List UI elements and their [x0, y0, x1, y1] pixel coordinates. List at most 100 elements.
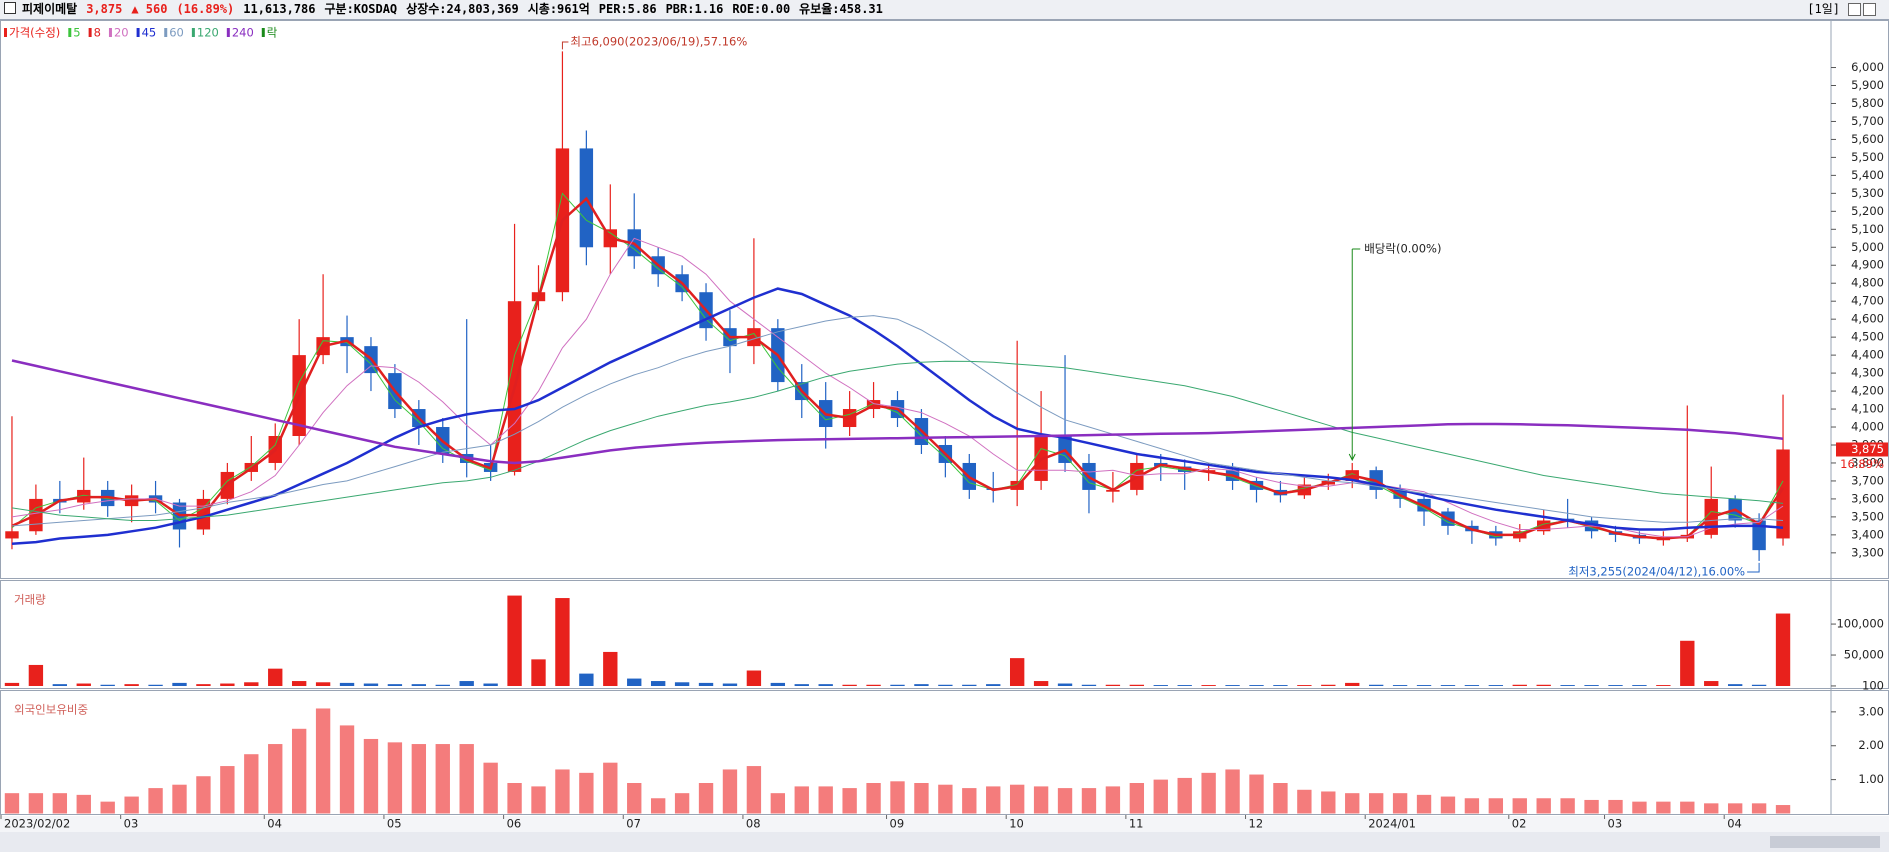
last-price-box: [1836, 442, 1888, 457]
bar: [291, 728, 307, 814]
y-tick-label: 5,900: [1851, 78, 1884, 92]
bar: [148, 788, 163, 814]
change-pct: (16.89%): [176, 2, 235, 16]
legend-label: 5: [73, 26, 80, 40]
bar: [531, 786, 546, 814]
bar: [100, 801, 115, 814]
legend-label: 45: [142, 26, 157, 40]
bar: [1464, 685, 1480, 686]
y-tick-label: 1.00: [1858, 772, 1884, 786]
checkbox[interactable]: [4, 2, 16, 14]
bar: [890, 684, 905, 686]
change-label: 16.89%: [1840, 457, 1884, 471]
bar: [124, 796, 139, 814]
bar: [770, 682, 786, 686]
bar: [1249, 774, 1264, 814]
legend-label: 120: [197, 26, 219, 40]
bar: [387, 742, 403, 814]
bar: [339, 725, 355, 814]
bar: [1201, 772, 1216, 814]
bar: [1488, 685, 1504, 686]
low-annotation: 최저3,255(2024/04/12),16.00%: [1568, 565, 1745, 579]
ma-line: [11, 237, 1784, 538]
bar: [842, 788, 857, 814]
bar: [1081, 788, 1097, 814]
bar: [1560, 685, 1575, 686]
y-tick-label: 5,100: [1851, 222, 1884, 236]
bar: [4, 682, 20, 686]
bar: [938, 684, 953, 686]
button[interactable]: [1848, 3, 1861, 16]
period[interactable]: [1일]: [1807, 2, 1840, 16]
bar: [1632, 801, 1647, 814]
scroll-thumb[interactable]: [1770, 836, 1880, 848]
bar: [268, 668, 283, 686]
legend-swatch: [191, 28, 195, 37]
legend-label: 240: [232, 26, 254, 40]
bar: [28, 664, 44, 686]
x-tick-label: 04: [267, 817, 282, 831]
bar: [603, 762, 618, 814]
bar: [52, 684, 68, 686]
x-tick-label: 11: [1129, 817, 1144, 831]
bar: [483, 762, 498, 814]
header-bar: 피제이메탈 3,875 ▲ 560 (16.89%) 11,613,786 구분:KOSD…: [0, 0, 1889, 20]
button[interactable]: [1863, 3, 1876, 16]
bar: [507, 595, 522, 686]
bar: [1273, 783, 1288, 814]
bar: [244, 754, 259, 814]
bar: [770, 793, 786, 814]
scrollbar[interactable]: [0, 832, 1889, 852]
last-price-label: 3,875: [1851, 442, 1884, 456]
y-tick-label: 2.00: [1858, 738, 1884, 752]
bar: [890, 781, 905, 814]
y-tick-label: 4,700: [1851, 294, 1884, 308]
bar: [100, 684, 115, 686]
legend-swatch: [88, 28, 92, 37]
bar: [1033, 681, 1049, 686]
legend-swatch: [226, 28, 230, 37]
bar: [579, 772, 594, 814]
y-tick-label: 4,800: [1851, 276, 1884, 290]
per: PER:5.86: [598, 2, 657, 16]
y-tick-label: 3,800: [1851, 455, 1884, 469]
bar: [268, 744, 283, 814]
bar: [172, 682, 187, 686]
ma-line: [11, 315, 1784, 527]
bar: [1584, 685, 1599, 686]
bar: [196, 776, 211, 814]
bar: [28, 793, 44, 814]
legend-swatch: [136, 28, 140, 37]
bar: [1656, 801, 1671, 814]
bar: [1009, 784, 1025, 814]
legend-swatch: [164, 28, 168, 37]
x-tick-label: 04: [1727, 817, 1742, 831]
bar: [291, 681, 307, 686]
bar: [1105, 786, 1121, 814]
ma-line: [11, 359, 1784, 465]
y-tick-label: 4,500: [1851, 330, 1884, 344]
bar: [1201, 685, 1216, 686]
change: ▲ 560: [131, 2, 168, 16]
shares: 상장수:24,803,369: [406, 2, 519, 16]
ex-dividend-pointer: [1348, 248, 1361, 462]
bar: [555, 598, 570, 686]
x-tick-label: 10: [1009, 817, 1024, 831]
bar: [818, 786, 833, 814]
stock-name: 피제이메탈: [22, 2, 78, 16]
x-tick-label: 2024/01: [1368, 817, 1416, 831]
y-tick-label: 50,000: [1844, 648, 1884, 662]
x-tick-label: 02: [1512, 817, 1527, 831]
bar: [1009, 658, 1025, 686]
bar: [196, 684, 211, 686]
ma-line: [11, 192, 1784, 540]
bar: [1751, 684, 1767, 686]
bar: [1129, 783, 1145, 814]
legend-label: 60: [169, 26, 184, 40]
bar: [1249, 685, 1264, 686]
bar: [1416, 685, 1432, 686]
bar: [1416, 794, 1432, 814]
y-tick-label: 5,600: [1851, 132, 1884, 146]
bar: [1081, 684, 1097, 686]
